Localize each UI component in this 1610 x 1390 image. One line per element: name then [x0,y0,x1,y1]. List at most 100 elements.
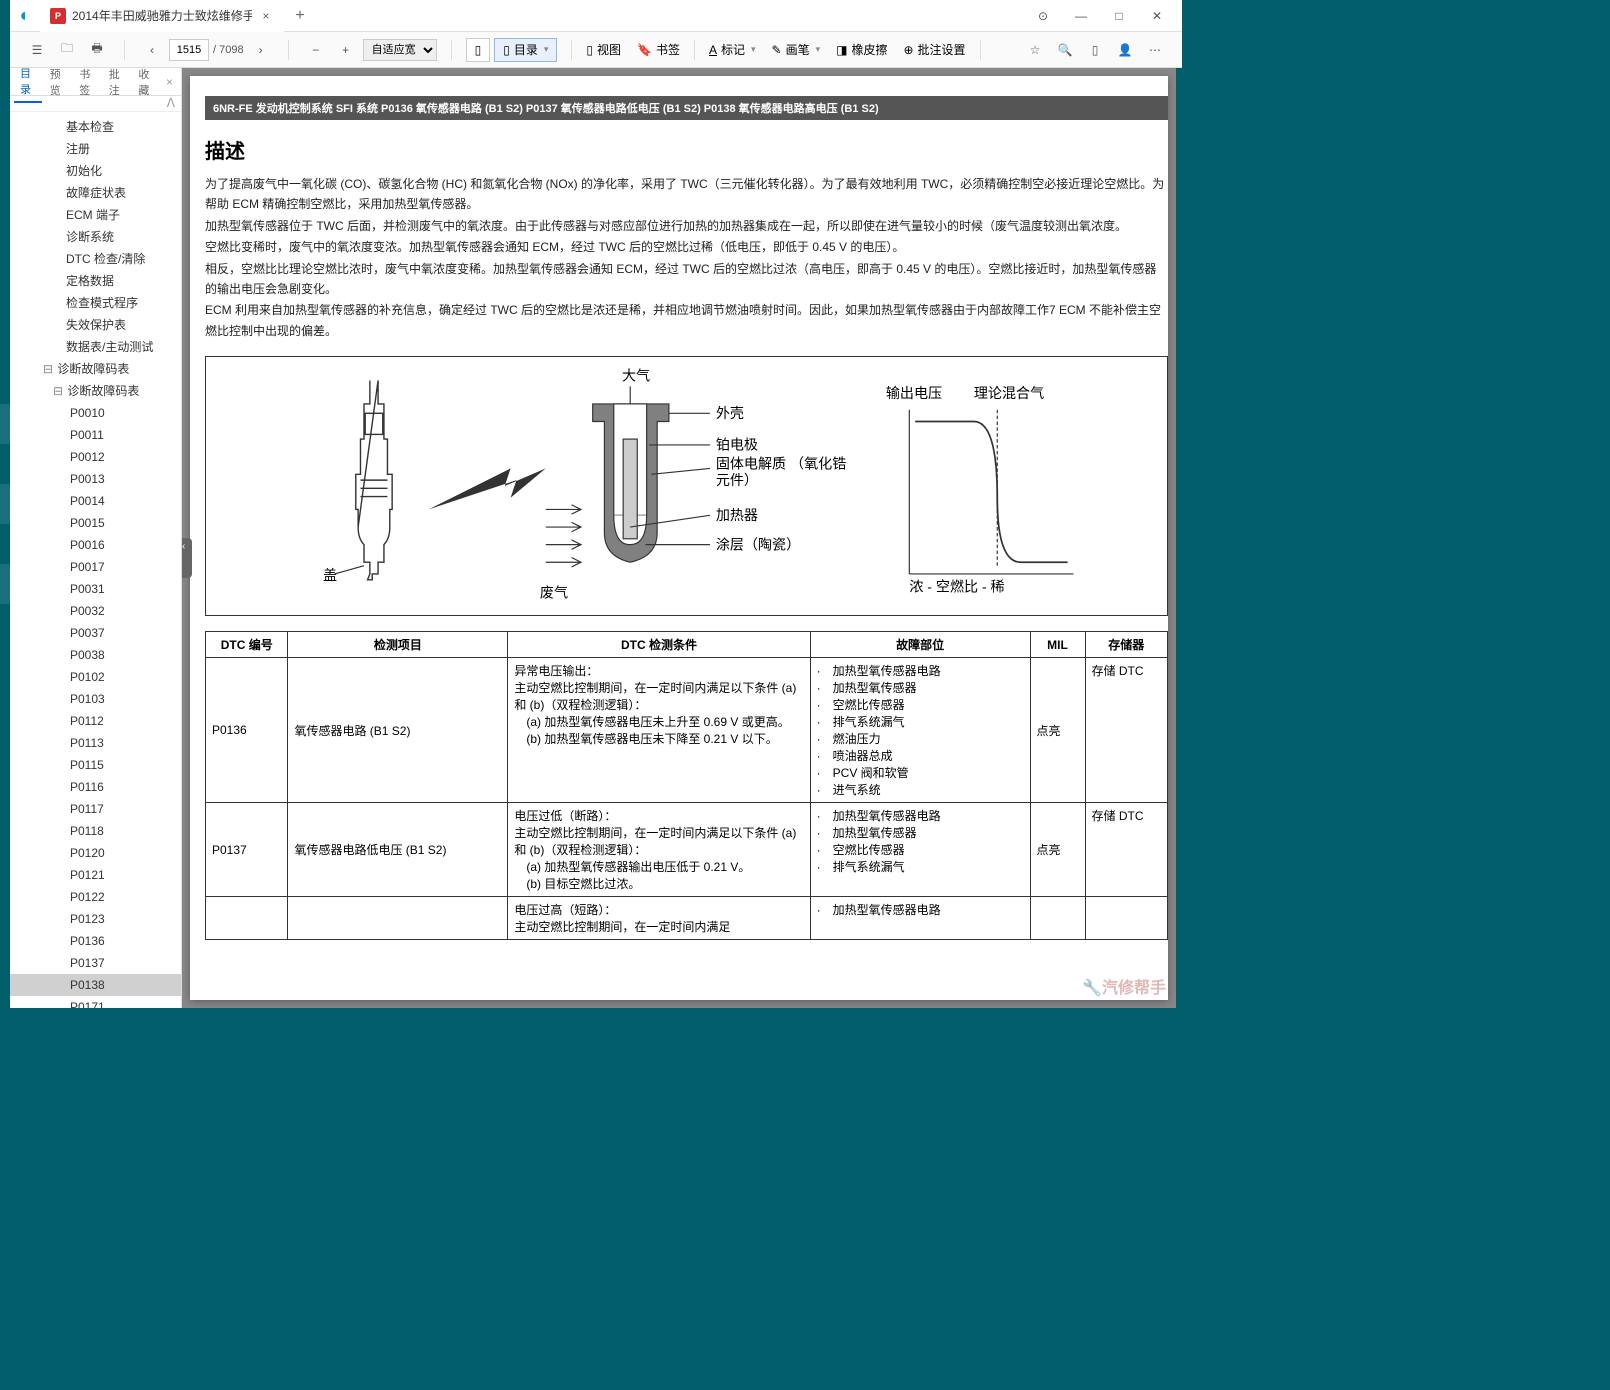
outline-code[interactable]: P0013 [10,468,181,490]
outline-code[interactable]: P0136 [10,930,181,952]
outline-layout-button[interactable]: ▯目录▾ [494,38,557,62]
clipboard-icon[interactable]: ▯ [1082,37,1108,63]
sidebar: 目录 预览 书签 批注 收藏 × ᐱ 基本检查注册初始化故障症状表ECM 端子诊… [10,68,182,1008]
outline-item[interactable]: 检查模式程序 [10,292,181,314]
document-tab[interactable]: P 2014年丰田威驰雅力士致炫维修手册.pdf × [40,0,284,32]
annotate-button[interactable]: A标记▾ [703,37,762,63]
pdf-viewport[interactable]: ‹ 6NR-FE 发动机控制系统 SFI 系统 P0136 氧传感器电路 (B1… [182,68,1176,1008]
tab-title: 2014年丰田威驰雅力士致炫维修手册.pdf [72,7,252,24]
outline-code[interactable]: P0102 [10,666,181,688]
svg-text:大气: 大气 [622,368,650,384]
outline-item[interactable]: 失效保护表 [10,314,181,336]
eraser-button[interactable]: ◨橡皮擦 [830,37,893,63]
outline-code[interactable]: P0112 [10,710,181,732]
page-layout-button[interactable]: ▯ [466,38,491,62]
zoom-in-icon[interactable]: + [333,37,359,63]
outline-code[interactable]: P0012 [10,446,181,468]
doc-title: 描述 [205,135,1168,164]
outline-item[interactable]: 基本检查 [10,116,181,138]
zoom-out-icon[interactable]: − [303,37,329,63]
page-total: / 7098 [213,44,244,56]
next-page-icon[interactable]: › [248,37,274,63]
dtc-table: DTC 编号检测项目DTC 检测条件故障部位MIL存储器P0136氧传感器电路 … [205,631,1168,940]
sidebar-close-icon[interactable]: × [162,75,177,89]
outline-code[interactable]: P0038 [10,644,181,666]
sidebar-toolbar: ᐱ [10,96,181,112]
outline-code[interactable]: P0121 [10,864,181,886]
doc-header: 6NR-FE 发动机控制系统 SFI 系统 P0136 氧传感器电路 (B1 S… [205,96,1168,120]
prev-page-icon[interactable]: ‹ [139,37,165,63]
svg-text:理论混合气: 理论混合气 [974,385,1044,401]
view-button[interactable]: ▯视图 [580,37,627,63]
outline-code[interactable]: P0031 [10,578,181,600]
outline-code[interactable]: P0103 [10,688,181,710]
outline-code[interactable]: P0011 [10,424,181,446]
page-input[interactable] [169,39,209,61]
outline-code[interactable]: P0015 [10,512,181,534]
close-icon[interactable]: × [258,8,274,24]
outline-item[interactable]: 故障症状表 [10,182,181,204]
outline-subgroup[interactable]: ⊟ 诊断故障码表 [10,380,181,402]
zoom-select[interactable]: 自适应宽 [363,39,437,61]
outline-code[interactable]: P0032 [10,600,181,622]
svg-text:涂层（陶瓷）: 涂层（陶瓷） [716,536,800,552]
outline-code[interactable]: P0014 [10,490,181,512]
outline-item[interactable]: DTC 检查/清除 [10,248,181,270]
svg-text:输出电压: 输出电压 [886,385,942,401]
dock-btn[interactable] [0,484,10,524]
pdf-icon: P [50,8,66,24]
outline-code[interactable]: P0017 [10,556,181,578]
outline-code[interactable]: P0138 [10,974,181,996]
outline-code[interactable]: P0123 [10,908,181,930]
more-icon[interactable]: ⋯ [1142,37,1168,63]
open-icon[interactable]: 🗀 [54,37,80,63]
outline-code[interactable]: P0115 [10,754,181,776]
outline-code[interactable]: P0137 [10,952,181,974]
dia-cover: 盖 [323,567,337,583]
menu-icon[interactable]: ☰ [24,37,50,63]
search-icon[interactable]: 🔍 [1052,37,1078,63]
dock-btn[interactable] [0,564,10,604]
outline-code[interactable]: P0010 [10,402,181,424]
titlebar: ◐ P 2014年丰田威驰雅力士致炫维修手册.pdf × + ⊙ — □ ✕ [10,0,1182,32]
left-dock [0,0,10,1008]
toolbar: ☰ 🗀 🖶 ‹ / 7098 › − + 自适应宽 ▯ ▯目录▾ ▯视图 🔖书签… [10,32,1182,68]
svg-text:外壳: 外壳 [716,405,744,421]
outline-item[interactable]: 数据表/主动测试 [10,336,181,358]
pdf-page: 6NR-FE 发动机控制系统 SFI 系统 P0136 氧传感器电路 (B1 S… [190,76,1168,1000]
outline-code[interactable]: P0122 [10,886,181,908]
outline-item[interactable]: 定格数据 [10,270,181,292]
outline-code[interactable]: P0171 [10,996,181,1008]
outline-code[interactable]: P0120 [10,842,181,864]
outline-code[interactable]: P0118 [10,820,181,842]
outline-code[interactable]: P0037 [10,622,181,644]
outline-code[interactable]: P0016 [10,534,181,556]
outline-item[interactable]: ECM 端子 [10,204,181,226]
outline-code[interactable]: P0116 [10,776,181,798]
dock-btn[interactable] [0,404,10,444]
svg-text:加热器: 加热器 [716,507,758,523]
app-logo: ◐ [10,5,40,26]
doc-body: 为了提高废气中一氧化碳 (CO)、碳氢化合物 (HC) 和氮氧化合物 (NOx)… [205,174,1168,341]
minimize-icon[interactable]: — [1071,6,1091,26]
outline-item[interactable]: 初始化 [10,160,181,182]
outline-code[interactable]: P0117 [10,798,181,820]
batch-button[interactable]: ⊕批注设置 [897,37,971,63]
collapse-handle[interactable]: ‹ [182,538,192,578]
svg-text:废气: 废气 [540,585,568,601]
svg-text:浓 - 空燃比 - 稀: 浓 - 空燃比 - 稀 [909,579,1004,595]
draw-button[interactable]: ✎画笔▾ [766,37,827,63]
outline-code[interactable]: P0113 [10,732,181,754]
star-icon[interactable]: ☆ [1022,37,1048,63]
add-tab-button[interactable]: + [284,7,316,25]
outline-item[interactable]: 注册 [10,138,181,160]
outline-group[interactable]: ⊟ 诊断故障码表 [10,358,181,380]
maximize-icon[interactable]: □ [1109,6,1129,26]
print-icon[interactable]: 🖶 [84,37,110,63]
close-window-icon[interactable]: ✕ [1147,6,1167,26]
watermark: 🔧汽修帮手 [1082,974,1166,998]
outline-item[interactable]: 诊断系统 [10,226,181,248]
settings-icon[interactable]: ⊙ [1033,6,1053,26]
bookmark-button[interactable]: 🔖书签 [631,37,686,63]
user-icon[interactable]: 👤 [1112,37,1138,63]
